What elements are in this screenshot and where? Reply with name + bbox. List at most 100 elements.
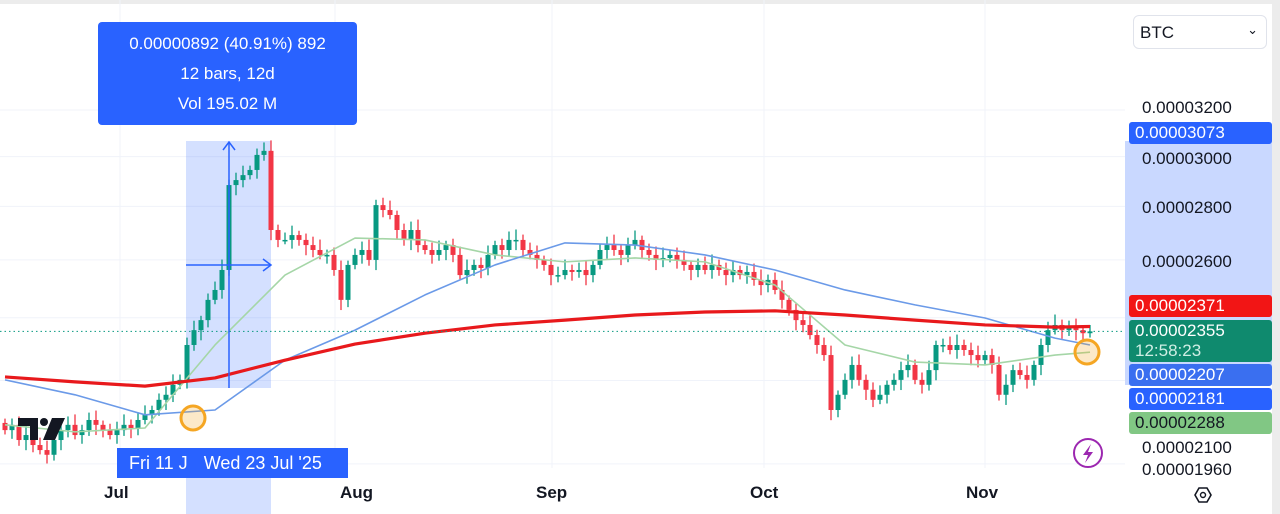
candle [303, 233, 309, 256]
candle [548, 258, 554, 286]
candle [100, 420, 106, 438]
candle [296, 230, 302, 246]
candle [1059, 319, 1065, 339]
candle [464, 259, 470, 284]
candle [527, 242, 533, 260]
tradingview-logo [18, 418, 65, 440]
candle [954, 334, 960, 359]
y-tick: 0.00003000 [1142, 149, 1232, 168]
candle [702, 256, 708, 275]
candle [212, 281, 218, 305]
candle [989, 348, 995, 374]
candle [205, 293, 211, 328]
candle [975, 345, 981, 368]
candle [912, 359, 918, 385]
candle [58, 423, 64, 451]
candle [576, 262, 582, 278]
y-tick: 0.00002600 [1142, 252, 1232, 271]
candle [793, 303, 799, 331]
candle [604, 236, 610, 259]
candle [107, 423, 113, 440]
symbol-select[interactable]: BTC ⌄ [1133, 15, 1267, 49]
candle [961, 339, 967, 356]
candle [856, 354, 862, 386]
candle [940, 338, 946, 353]
candle [23, 424, 29, 451]
candle [632, 230, 638, 250]
candle [569, 264, 575, 281]
candle [863, 374, 869, 400]
candle [751, 263, 757, 286]
candle [2, 418, 8, 435]
y-tick: 0.00001960 [1142, 460, 1232, 479]
candle [933, 340, 939, 381]
candle [870, 382, 876, 408]
candle [331, 247, 337, 276]
candle [254, 148, 260, 179]
candle [219, 259, 225, 299]
candle [282, 232, 288, 245]
measure-change: 0.00000892 (40.91%) 892 [129, 34, 326, 53]
measure-end-date: Wed 23 Jul '25 [203, 453, 322, 473]
candle [534, 245, 540, 269]
measure-start-date: Fri 11 J [129, 453, 188, 473]
candle [884, 380, 890, 404]
candle [653, 246, 659, 271]
measure-tooltip: 0.00000892 (40.91%) 892 12 bars, 12d Vol… [98, 22, 357, 125]
settings-icon[interactable] [1194, 487, 1212, 503]
last-price-label: 0.00002355 12:58:23 [1129, 320, 1272, 362]
candle [289, 225, 295, 249]
measure-high-label: 0.00003073 [1129, 122, 1272, 144]
candle [1003, 374, 1009, 405]
ma-green-label: 0.00002288 [1129, 412, 1272, 434]
candle [86, 412, 92, 436]
candle [450, 238, 456, 263]
candle [121, 414, 127, 436]
candle [947, 336, 953, 355]
candle [982, 350, 988, 365]
candle [891, 373, 897, 391]
candle [275, 224, 281, 248]
measure-time-range: Fri 11 J Wed 23 Jul '25 [117, 448, 348, 478]
candle [191, 320, 197, 351]
candle [709, 254, 715, 279]
last-price: 0.00002355 [1135, 321, 1225, 340]
candle [842, 373, 848, 400]
candle [639, 235, 645, 259]
arrow-up-icon [222, 140, 236, 151]
candle [268, 140, 274, 241]
candle [688, 260, 694, 281]
candle [1017, 362, 1023, 380]
candle [520, 234, 526, 258]
candle [919, 372, 925, 394]
candle [590, 260, 596, 283]
candle [72, 414, 78, 440]
lightning-icon[interactable] [1073, 438, 1103, 468]
highlight-circle [1073, 338, 1101, 366]
candle [37, 437, 43, 455]
candle [79, 424, 85, 444]
candle [772, 272, 778, 295]
candle [597, 243, 603, 270]
candle [135, 412, 141, 436]
candle [338, 260, 344, 311]
candle [1031, 360, 1037, 386]
candle [436, 240, 442, 261]
candle [44, 440, 50, 464]
x-tick: Aug [340, 483, 374, 502]
ma-red-line [4, 309, 1091, 388]
top-border [0, 0, 1280, 4]
candle [618, 244, 624, 266]
candle [1080, 325, 1086, 341]
candle [898, 361, 904, 391]
candle [1010, 364, 1016, 393]
measure-bars: 12 bars, 12d [180, 64, 275, 83]
candle [366, 239, 372, 266]
candle [163, 386, 169, 410]
candle [744, 265, 750, 284]
candle [996, 356, 1002, 401]
candle [835, 390, 841, 418]
candle [170, 374, 176, 403]
y-tick: 0.00002800 [1142, 198, 1232, 217]
candle [821, 337, 827, 361]
